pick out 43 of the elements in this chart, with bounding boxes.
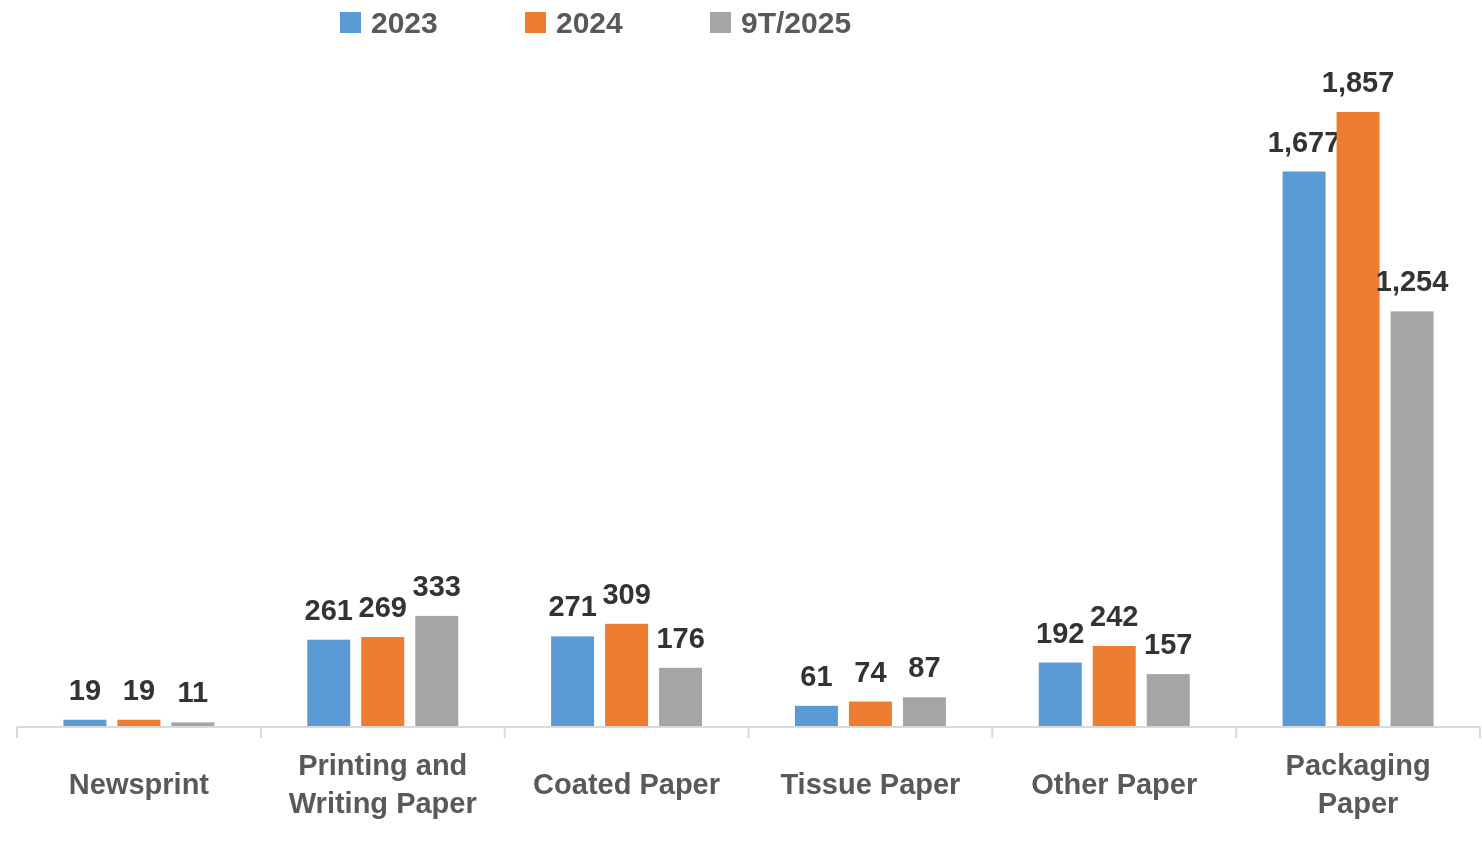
data-label: 242: [1090, 599, 1139, 632]
data-label: 19: [68, 673, 102, 706]
data-label: 19: [122, 673, 156, 706]
data-label: 333: [412, 569, 461, 602]
x-tick-label: Tissue Paper: [780, 768, 961, 800]
bar: [1282, 171, 1326, 726]
data-label: 1,857: [1321, 66, 1395, 98]
bar: [659, 667, 703, 726]
data-label: 87: [908, 651, 941, 684]
data-label: 74: [854, 655, 887, 688]
bar: [171, 722, 215, 726]
bar: [63, 719, 107, 726]
x-tick-label: Other Paper: [1031, 768, 1198, 800]
bar: [1390, 311, 1434, 726]
bar: [1092, 645, 1136, 726]
data-label: 176: [656, 621, 705, 654]
x-tick-label: Printing and Writing Paper: [288, 749, 477, 819]
data-label: 269: [358, 591, 407, 624]
legend-label: 2024: [556, 6, 624, 39]
bar: [307, 639, 351, 726]
data-label: 157: [1144, 628, 1193, 661]
bar: [117, 719, 161, 726]
bar: [794, 705, 838, 726]
data-label: 1,677: [1267, 125, 1341, 158]
bar: [415, 615, 459, 726]
bar: [1038, 662, 1082, 726]
data-label: 192: [1036, 616, 1085, 649]
data-label: 61: [800, 659, 833, 692]
bar: [848, 701, 892, 726]
x-tick-label: Coated Paper: [533, 768, 721, 800]
bar: [1146, 674, 1190, 726]
bar: [902, 697, 946, 726]
legend-label: 9T/2025: [741, 6, 852, 39]
data-label: 271: [548, 590, 597, 623]
data-label: 11: [177, 676, 209, 709]
bar: [361, 637, 405, 726]
data-label: 309: [602, 577, 651, 610]
legend-label: 2023: [371, 6, 438, 39]
bar: [605, 623, 649, 726]
bar: [551, 636, 595, 726]
data-label: 261: [304, 593, 353, 626]
x-tick-label: Packaging Paper: [1285, 749, 1431, 819]
x-tick-label: Newsprint: [68, 768, 210, 800]
